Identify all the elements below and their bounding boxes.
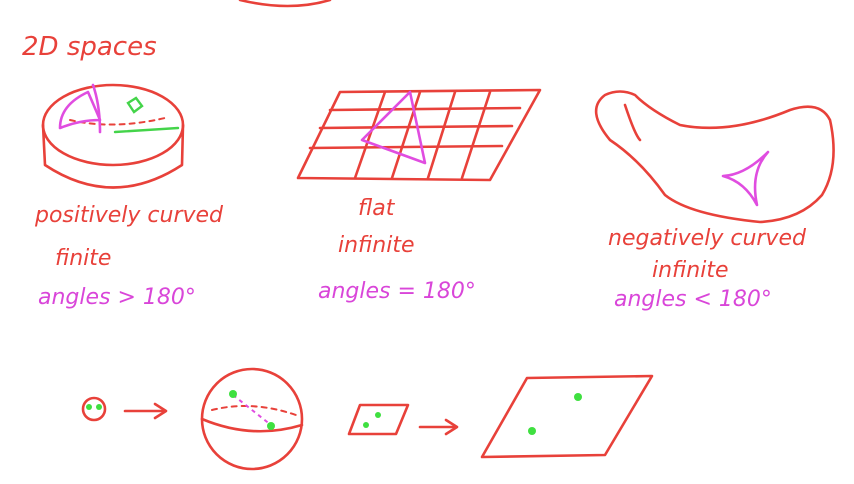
small-diamond: [126, 96, 144, 114]
positive-triangle: [58, 90, 102, 130]
flat-triangle: [360, 90, 427, 165]
panel2-angles: angles = 180°: [318, 279, 476, 304]
panel2-size: infinite: [338, 233, 414, 258]
green-line: [113, 126, 180, 134]
panel1-size: finite: [55, 246, 111, 271]
large-sphere: [200, 367, 304, 471]
panel1-caption: positively curved: [34, 203, 224, 228]
sphere-diagram: [41, 83, 185, 189]
negative-triangle: [721, 150, 770, 207]
arrow-right-icon-2: [418, 418, 459, 436]
arrow-right-icon: [123, 402, 168, 420]
heading-text: 2D spaces: [22, 32, 157, 62]
saddle-diagram: [594, 90, 835, 224]
flat-plane-diagram: [296, 88, 542, 182]
small-plane: [347, 403, 410, 436]
panel2-caption: flat: [358, 196, 396, 221]
large-plane: [480, 374, 654, 459]
panel3-size: infinite: [652, 258, 728, 283]
small-sphere: [81, 396, 107, 422]
panel3-angles: angles < 180°: [614, 287, 772, 312]
panel3-caption: negatively curved: [608, 226, 807, 251]
top-partial-circle: [238, 0, 332, 8]
panel1-angles: angles > 180°: [38, 285, 196, 310]
